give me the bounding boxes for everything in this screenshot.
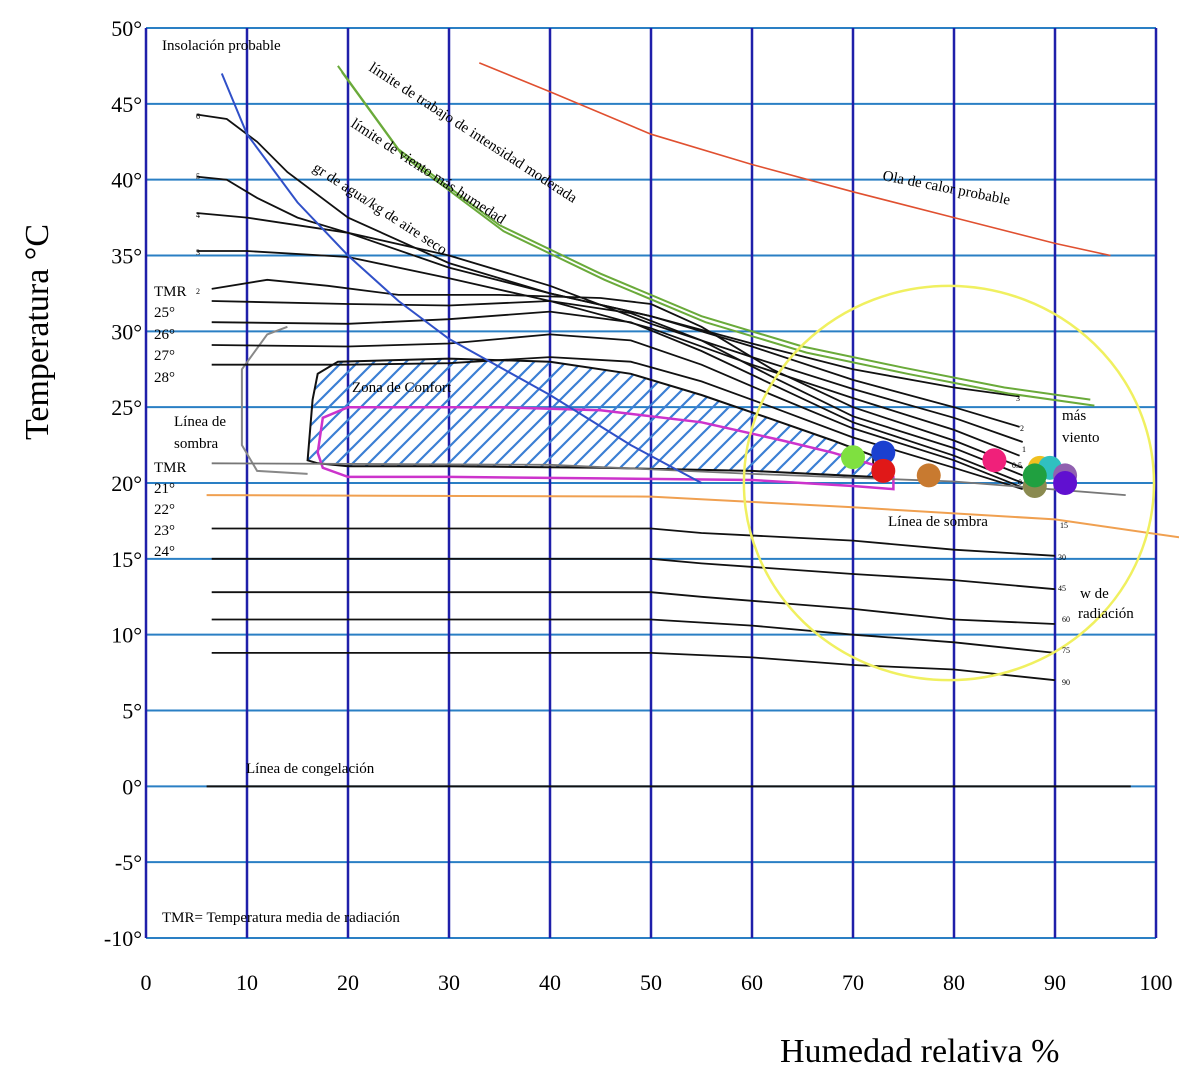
tmr-upper-label: 25° [154,305,175,321]
data-point [871,440,896,465]
insolation-label: 5 [196,172,200,181]
label-limite-trabajo: límite de trabajo de intensidad moderada [366,60,580,207]
data-point [841,445,865,470]
data-points [841,440,1078,499]
y-tick-label: 15° [111,547,142,572]
comfort-zone [306,357,875,478]
label-congelacion: Línea de congelación [246,761,375,777]
radiation-label: 15 [1060,521,1068,530]
shade-outline [240,325,308,475]
x-tick-label: 30 [438,970,460,995]
y-tick-label: -5° [115,850,142,875]
insolation-label: 4 [196,211,200,220]
x-axis-title: Humedad relativa % [780,1033,1059,1068]
y-tick-label: -10° [104,926,142,951]
shade-line [206,494,1179,539]
x-tick-label: 50 [640,970,662,995]
label-w-radiacion-1: w de [1080,586,1109,602]
x-tick-label: 40 [539,970,561,995]
label-mas-viento-2: viento [1062,430,1100,446]
tmr-lower-label: 22° [154,502,175,518]
tmr-lower-label: 24° [154,544,175,560]
y-tick-label: 40° [111,168,142,193]
heat-wave-line [478,62,1111,257]
label-zona-confort: Zona de Confort [352,380,452,396]
chart-curves [196,62,1179,788]
y-tick-label: 0° [122,774,142,799]
data-point [1053,471,1078,495]
tmr-lower-label: 23° [154,523,175,539]
radiation-curve [211,618,1056,654]
label-sombra-izq-2: sombra [174,436,219,452]
tmr-curve [211,300,1024,477]
label-sombra-izq-1: Línea de [174,414,226,430]
work-limit-line [337,65,1091,401]
tmr-curve [211,278,1024,469]
tmr-upper-label: 28° [154,370,175,386]
data-point [871,458,896,483]
x-tick-label: 0 [141,970,152,995]
y-tick-label: 50° [111,16,142,41]
tmr-lower-label: 21° [154,481,175,497]
label-tmr-definicion: TMR= Temperatura media de radiación [162,910,400,926]
y-axis-title: Temperatura °C [19,224,56,440]
x-tick-label: 70 [842,970,864,995]
tmr-curve [196,212,1023,443]
x-tick-label: 100 [1140,970,1173,995]
tmr-upper-label: 27° [154,348,175,364]
data-point [916,463,941,488]
highlight-circle [742,284,1156,682]
wind-label: 3 [1016,394,1020,403]
tmr-curve [196,250,1020,457]
y-tick-label: 20° [111,471,142,496]
wind-label: 0.5 [1012,461,1022,470]
insolation-label: 2 [196,287,200,296]
label-mas-viento-1: más [1062,408,1086,424]
tmr-curve [211,310,1024,484]
tmr-curve [196,175,1020,428]
wind-label: 1 [1022,445,1026,454]
x-tick-label: 90 [1044,970,1066,995]
radiation-label: 30 [1058,553,1066,562]
label-sombra-der: Línea de sombra [888,514,988,530]
radiation-label: 75 [1062,646,1070,655]
y-tick-label: 30° [111,319,142,344]
insolation-label: 6 [196,112,200,121]
radiation-curve [211,527,1056,557]
data-point [1022,463,1047,488]
radiation-label: 90 [1062,678,1070,687]
data-point [982,448,1007,473]
x-tick-label: 60 [741,970,763,995]
y-tick-label: 10° [111,623,142,648]
radiation-curve [211,557,1056,591]
label-ola-calor: Ola de calor probable [881,168,1012,208]
tmr-curve [211,356,1023,490]
tmr-upper-label: 26° [154,327,175,343]
axis-ticks: 0 10 20 30 40 50 60 70 80 90 100-10°-5°0°5°10°15°2… [104,16,1173,995]
x-tick-label: 10 [236,970,258,995]
wind-limit-line [341,71,1095,407]
x-tick-label: 20 [337,970,359,995]
tmr-lower-label: TMR [154,460,187,476]
wind-label: 0 [1018,478,1022,487]
tmr-upper-label: TMR [154,284,187,300]
radiation-curve [211,591,1056,625]
radiation-label: 45 [1058,584,1066,593]
insolation-label: 3 [196,248,200,257]
y-tick-label: 5° [122,699,142,724]
radiation-curve [211,652,1056,682]
x-tick-label: 80 [943,970,965,995]
y-tick-label: 45° [111,92,142,117]
label-w-radiacion-2: radiación [1078,606,1134,622]
radiation-label: 60 [1062,615,1070,624]
y-tick-label: 35° [111,244,142,269]
y-tick-label: 25° [111,395,142,420]
wind-label: 2 [1020,424,1024,433]
vapor-curve [220,73,702,484]
tmr-curve [196,113,1020,398]
label-insolacion: Insolación probable [162,38,281,54]
tmr-curve [211,333,1024,489]
tmr-shade-line [211,462,1126,496]
